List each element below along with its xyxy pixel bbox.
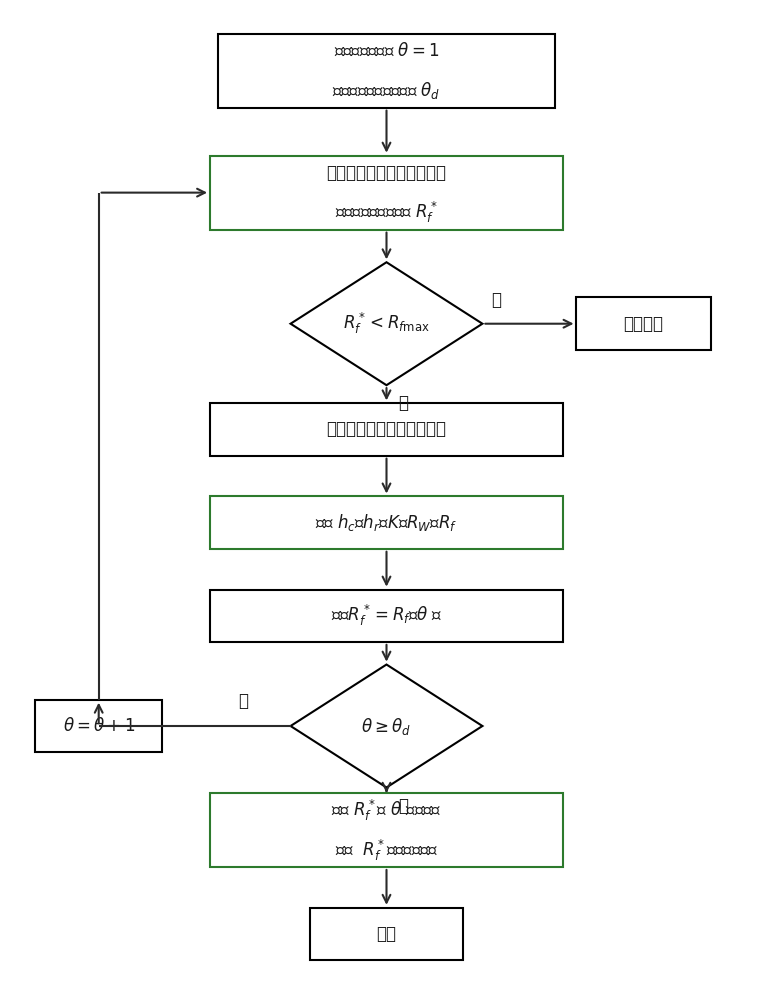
- Text: 计算 $h_c$，$h_r$，$K$，$R_W$，$R_f$: 计算 $h_c$，$h_r$，$K$，$R_W$，$R_f$: [315, 512, 458, 533]
- Bar: [210, 156, 563, 230]
- Bar: [36, 700, 162, 752]
- Text: 根据前一周期污垢增长模型: 根据前一周期污垢增长模型: [326, 164, 447, 182]
- Bar: [577, 297, 710, 350]
- Bar: [210, 403, 563, 456]
- Text: 否: 否: [238, 692, 248, 710]
- Text: 输入最大连续运行时间 $\theta_d$: 输入最大连续运行时间 $\theta_d$: [332, 80, 441, 101]
- Text: 记录$R_f^*=R_f$，$\theta$ 值: 记录$R_f^*=R_f$，$\theta$ 值: [331, 603, 442, 628]
- Text: $\theta \geq \theta_d$: $\theta \geq \theta_d$: [362, 716, 411, 737]
- Text: $\theta=\theta+1$: $\theta=\theta+1$: [63, 717, 135, 735]
- Text: 是: 是: [398, 797, 408, 815]
- Text: 结束: 结束: [376, 925, 397, 943]
- Polygon shape: [291, 262, 482, 385]
- Text: 污垢报警: 污垢报警: [624, 315, 663, 333]
- Bar: [210, 496, 563, 549]
- Text: 修正  $R_f^*$增长数学模型: 修正 $R_f^*$增长数学模型: [335, 837, 438, 863]
- Polygon shape: [291, 665, 482, 787]
- Text: 运行时间付初值 $\theta=1$: 运行时间付初值 $\theta=1$: [334, 42, 439, 60]
- Bar: [210, 793, 563, 867]
- Text: 计算污垢热阻预测值 $R_f^*$: 计算污垢热阻预测值 $R_f^*$: [335, 200, 438, 225]
- Bar: [210, 589, 563, 642]
- Text: $R_f^* < R_{f\rm{max}}$: $R_f^* < R_{f\rm{max}}$: [343, 311, 430, 336]
- Text: 否: 否: [492, 291, 502, 309]
- Text: 是: 是: [398, 394, 408, 412]
- Bar: [310, 908, 463, 960]
- Text: 绘制 $R_f^*$随 $\theta$ 变化曲线: 绘制 $R_f^*$随 $\theta$ 变化曲线: [331, 797, 442, 823]
- Text: 输入采集的温度、流速参数: 输入采集的温度、流速参数: [326, 420, 447, 438]
- Bar: [218, 34, 555, 108]
